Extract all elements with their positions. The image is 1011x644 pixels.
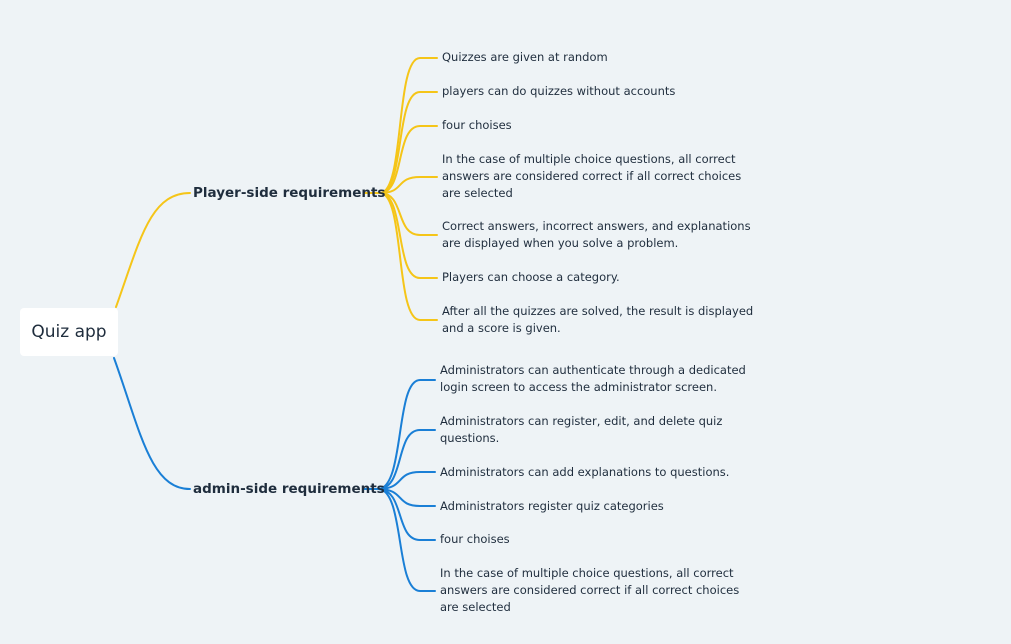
- leaf-node-label: In the case of multiple choice questions…: [442, 152, 742, 200]
- root-to-player-connector: [115, 192, 191, 308]
- branch-node-admin-label: admin-side requirements: [193, 481, 385, 497]
- root-node-label: Quiz app: [31, 322, 107, 342]
- branch-node-player-label: Player-side requirements: [193, 185, 386, 201]
- branch-node-player[interactable]: Player-side requirements: [193, 185, 385, 201]
- admin-leaf-connector: [364, 488, 436, 592]
- leaf-node-label: Correct answers, incorrect answers, and …: [442, 219, 751, 250]
- leaf-node-label: Administrators can register, edit, and d…: [440, 414, 723, 445]
- leaf-node-label: Quizzes are given at random: [442, 50, 608, 64]
- leaf-node[interactable]: After all the quizzes are solved, the re…: [442, 303, 754, 337]
- leaf-node-label: In the case of multiple choice questions…: [440, 566, 740, 614]
- leaf-node-label: players can do quizzes without accounts: [442, 84, 676, 98]
- leaf-node[interactable]: players can do quizzes without accounts: [442, 83, 762, 100]
- leaf-node[interactable]: Quizzes are given at random: [442, 49, 762, 66]
- root-node[interactable]: Quiz app: [20, 308, 118, 356]
- leaf-node-label: Administrators can add explanations to q…: [440, 465, 730, 479]
- leaf-node[interactable]: Administrators can add explanations to q…: [440, 464, 760, 481]
- leaf-node[interactable]: In the case of multiple choice questions…: [440, 565, 756, 616]
- leaf-node[interactable]: In the case of multiple choice questions…: [442, 151, 760, 202]
- leaf-node-label: Administrators register quiz categories: [440, 499, 664, 513]
- leaf-node[interactable]: four choises: [440, 531, 760, 548]
- leaf-node[interactable]: Players can choose a category.: [442, 269, 762, 286]
- leaf-node[interactable]: Correct answers, incorrect answers, and …: [442, 218, 766, 252]
- branch-node-admin[interactable]: admin-side requirements: [193, 481, 385, 497]
- leaf-node-label: four choises: [440, 532, 510, 546]
- leaf-node[interactable]: Administrators can register, edit, and d…: [440, 413, 730, 447]
- root-to-admin-connector: [113, 357, 191, 490]
- leaf-node-label: After all the quizzes are solved, the re…: [442, 304, 754, 335]
- leaf-node-label: Administrators can authenticate through …: [440, 363, 746, 394]
- leaf-node-label: four choises: [442, 118, 512, 132]
- leaf-node-label: Players can choose a category.: [442, 270, 620, 284]
- leaf-node[interactable]: four choises: [442, 117, 762, 134]
- leaf-node[interactable]: Administrators register quiz categories: [440, 498, 760, 515]
- leaf-node[interactable]: Administrators can authenticate through …: [440, 362, 762, 396]
- player-leaf-connector: [364, 192, 438, 321]
